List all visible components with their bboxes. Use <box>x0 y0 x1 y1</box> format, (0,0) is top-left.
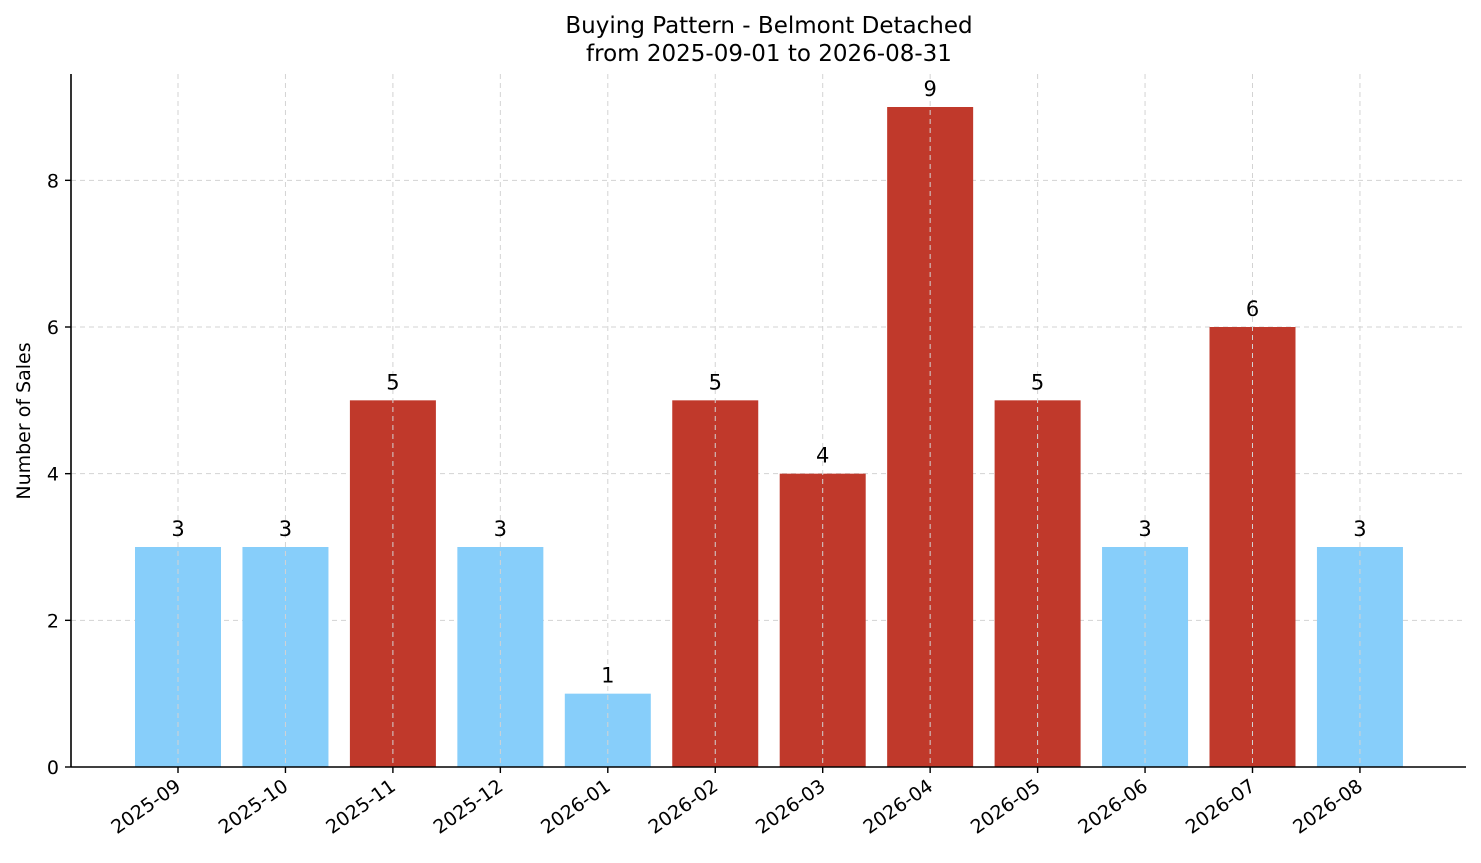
bar <box>779 473 866 767</box>
chart-title: Buying Pattern - Belmont Detached <box>565 13 972 39</box>
x-tick-label: 2026-07 <box>1182 775 1260 839</box>
bar-value-label: 9 <box>923 77 936 101</box>
x-tick-label: 2026-02 <box>644 775 722 839</box>
bars <box>135 107 1403 767</box>
x-tick-label: 2025-10 <box>215 775 293 839</box>
y-tick-label: 2 <box>47 610 59 632</box>
bar-value-label: 5 <box>386 370 399 394</box>
bar-value-label: 3 <box>1353 517 1366 541</box>
bar-value-label: 3 <box>1138 517 1151 541</box>
x-tick-label: 2026-04 <box>859 775 937 839</box>
chart-subtitle: from 2025-09-01 to 2026-08-31 <box>586 41 952 67</box>
y-tick-label: 4 <box>47 464 59 486</box>
x-tick-label: 2025-09 <box>107 775 185 839</box>
x-tick-label: 2025-11 <box>322 775 400 839</box>
bar-value-label: 4 <box>816 444 829 468</box>
bar-value-label: 3 <box>171 517 184 541</box>
bar-value-label: 5 <box>1031 370 1044 394</box>
bar-value-label: 1 <box>601 664 614 688</box>
data-labels: 3 3 5 3 1 5 4 9 5 3 6 3 <box>171 74 1367 767</box>
x-tick-label: 2026-08 <box>1289 775 1367 839</box>
y-tick-label: 6 <box>47 317 59 339</box>
y-tick-label: 8 <box>47 170 59 192</box>
bar <box>135 547 221 767</box>
y-tick-label: 0 <box>47 757 59 779</box>
y-axis-label: Number of Sales <box>13 342 35 499</box>
bar-value-label: 6 <box>1246 297 1259 321</box>
x-tick-label: 2026-01 <box>537 775 615 839</box>
bar <box>1316 547 1403 767</box>
bar <box>242 547 329 767</box>
bar-value-label: 5 <box>709 370 722 394</box>
x-tick-label: 2026-05 <box>967 775 1045 839</box>
bar <box>1102 547 1189 767</box>
bar <box>457 547 544 767</box>
x-tick-label: 2025-12 <box>430 775 508 839</box>
bar-value-label: 3 <box>494 517 507 541</box>
x-tick-label: 2026-06 <box>1074 775 1152 839</box>
bar-value-label: 3 <box>279 517 292 541</box>
x-tick-label: 2026-03 <box>752 775 830 839</box>
